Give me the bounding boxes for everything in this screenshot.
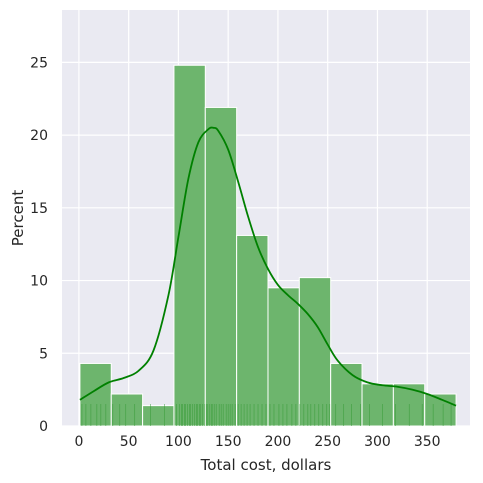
y-tick-label: 20: [30, 128, 48, 144]
y-tick-label: 0: [39, 419, 48, 435]
kde-line: [79, 126, 457, 407]
rug-plot: [81, 404, 452, 426]
y-tick-label: 25: [30, 55, 48, 71]
x-tick-label: 200: [265, 434, 292, 450]
histogram-bar: [267, 287, 300, 427]
y-tick-label: 15: [30, 201, 48, 217]
histogram-bar: [142, 405, 175, 427]
histogram-bar: [173, 64, 206, 427]
x-tick-labels: 0 50 100 150 200 250 300 350: [74, 434, 440, 450]
x-tick-label: 150: [215, 434, 242, 450]
histogram-bar: [79, 362, 112, 427]
x-tick-label: 50: [120, 434, 138, 450]
histogram-bars: [79, 64, 457, 427]
histogram-bar: [110, 393, 144, 427]
x-tick-label: 100: [165, 434, 192, 450]
histogram-bar: [204, 106, 238, 427]
x-tick-label: 250: [314, 434, 341, 450]
histogram-bar: [298, 277, 332, 427]
histogram-bar: [236, 234, 269, 427]
x-axis-label: Total cost, dollars: [200, 456, 332, 474]
histogram-bar: [361, 383, 394, 427]
x-tick-label: 0: [74, 434, 83, 450]
y-tick-label: 10: [30, 274, 48, 290]
x-tick-label: 350: [414, 434, 441, 450]
y-axis-label: Percent: [9, 190, 27, 247]
x-tick-label: 300: [364, 434, 391, 450]
y-tick-label: 5: [39, 346, 48, 362]
y-tick-labels: 0 5 10 15 20 25: [30, 55, 48, 435]
